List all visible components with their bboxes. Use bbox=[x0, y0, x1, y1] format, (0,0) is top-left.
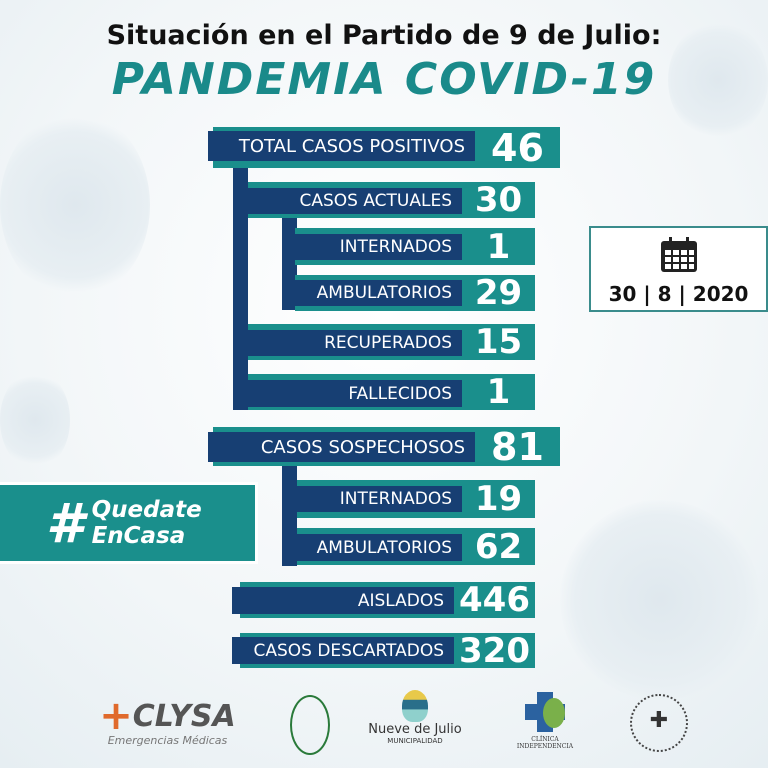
seal-logo bbox=[290, 695, 330, 755]
stat-value: 62 bbox=[474, 526, 523, 567]
stat-value: 29 bbox=[474, 273, 523, 313]
stat-label: CASOS SOSPECHOSOS bbox=[208, 432, 475, 462]
hashtag-line2: EnCasa bbox=[91, 523, 186, 549]
stat-label: CASOS ACTUALES bbox=[248, 188, 462, 214]
page-subtitle: PANDEMIA COVID-19 bbox=[111, 54, 657, 105]
stat-label: CASOS DESCARTADOS bbox=[232, 637, 454, 664]
stat-value: 46 bbox=[491, 125, 544, 170]
stat-label: TOTAL CASOS POSITIVOS bbox=[208, 131, 475, 161]
virus-decoration bbox=[0, 370, 70, 470]
stat-value: 30 bbox=[474, 180, 523, 220]
nueve-de-julio-logo: Nueve de Julio MUNICIPALIDAD bbox=[355, 690, 475, 745]
stat-label: AMBULATORIOS bbox=[295, 280, 462, 306]
cross-seal-logo: ✚ bbox=[630, 694, 688, 752]
stat-value: 320 bbox=[459, 630, 530, 671]
stat-label: RECUPERADOS bbox=[248, 330, 462, 356]
calendar-icon bbox=[660, 237, 697, 272]
hashtag-banner: # Quedate EnCasa bbox=[0, 482, 258, 564]
page-title: Situación en el Partido de 9 de Julio: bbox=[106, 20, 662, 51]
date-box: 30 | 8 | 2020 bbox=[589, 226, 768, 312]
clinica-independencia-logo: CLÍNICA INDEPENDENCIA bbox=[505, 692, 585, 750]
date-text: 30 | 8 | 2020 bbox=[608, 282, 749, 306]
stat-value: 1 bbox=[486, 372, 511, 412]
stat-value: 1 bbox=[486, 226, 511, 267]
hashtag-line1: Quedate bbox=[91, 497, 202, 523]
stat-label: INTERNADOS bbox=[295, 234, 462, 260]
sponsor-logos: + CLYSA Emergencias Médicas Nueve de Jul… bbox=[0, 690, 768, 760]
stat-label: FALLECIDOS bbox=[233, 380, 462, 407]
clysa-logo: + CLYSA Emergencias Médicas bbox=[99, 693, 236, 747]
stat-value: 446 bbox=[459, 580, 530, 620]
connector-line bbox=[282, 212, 297, 310]
connector-line bbox=[233, 158, 248, 410]
stat-value: 19 bbox=[474, 479, 523, 519]
virus-decoration bbox=[668, 20, 768, 140]
stat-value: 81 bbox=[491, 424, 544, 469]
stat-label: INTERNADOS bbox=[297, 486, 462, 512]
stat-label: AMBULATORIOS bbox=[282, 534, 462, 561]
stat-label: AISLADOS bbox=[232, 587, 454, 614]
virus-decoration bbox=[560, 500, 760, 700]
virus-decoration bbox=[0, 110, 150, 300]
stat-value: 15 bbox=[474, 322, 523, 362]
hashtag-symbol: # bbox=[46, 491, 84, 555]
